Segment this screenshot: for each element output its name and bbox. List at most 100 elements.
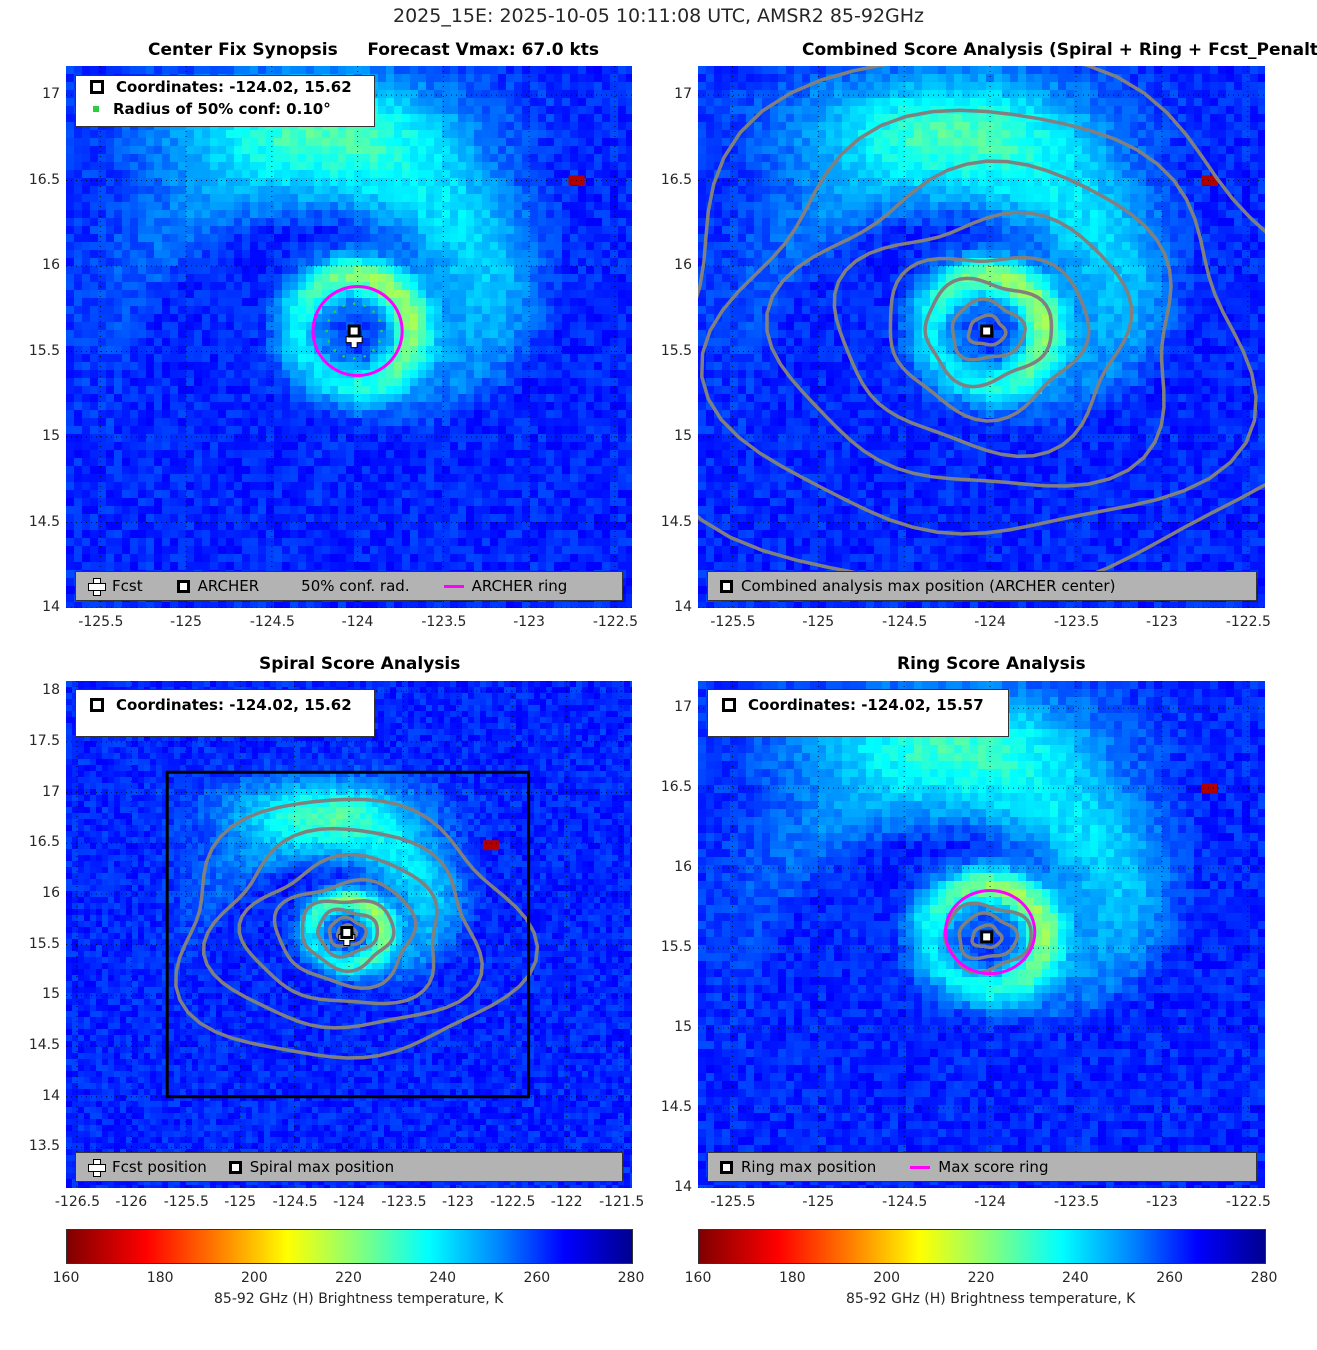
tb-cell [602,170,611,179]
tb-cell [90,234,99,243]
tb-cell [234,490,243,499]
tb-cell [170,186,179,195]
tb-cell [466,290,475,299]
tb-cell [82,546,91,555]
tb-cell [98,482,107,491]
tb-cell [546,98,555,107]
tb-cell [354,186,363,195]
tb-cell [706,146,715,155]
tb-cell [498,498,507,507]
tb-cell [210,266,219,275]
tb-cell [466,346,475,355]
tb-cell [322,562,331,571]
tb-cell [346,546,355,555]
tb-cell [618,210,627,219]
tb-cell [130,234,139,243]
tb-cell [578,122,587,131]
tb-cell [386,322,395,331]
tb-cell [306,154,315,163]
tb-cell [706,154,715,163]
tb-cell [146,66,155,75]
tb-cell [610,218,619,227]
tb-cell [90,314,99,323]
tb-cell [194,466,203,475]
tb-cell [618,122,627,131]
tb-cell [298,218,307,227]
tb-cell [106,234,115,243]
tb-cell [626,482,632,491]
tb-cell [562,386,571,395]
tb-cell [210,482,219,491]
tb-cell [562,426,571,435]
tb-cell [338,506,347,515]
tb-cell [330,138,339,147]
tb-cell [706,106,715,115]
tb-cell [290,554,299,563]
tb-cell [602,202,611,211]
tb-cell [426,354,435,363]
tb-cell [306,514,315,523]
tb-cell [498,138,507,147]
tb-cell [170,394,179,403]
tb-cell [170,338,179,347]
tb-cell [82,234,91,243]
tb-cell [250,66,259,75]
tb-cell [290,266,299,275]
tb-cell [554,530,563,539]
tb-cell [562,266,571,275]
tb-cell [490,362,499,371]
tb-cell [146,546,155,555]
tb-cell [610,178,619,187]
tb-cell [290,154,299,163]
tb-cell [202,354,211,363]
tb-cell [114,138,123,147]
tb-cell [394,546,403,555]
tb-cell [378,330,387,339]
tb-cell [178,362,187,371]
tb-cell [578,442,587,451]
tb-cell [602,418,611,427]
tb-cell [138,306,147,315]
tb-cell [306,290,315,299]
tb-cell [82,370,91,379]
tb-cell [506,322,515,331]
tb-cell [490,274,499,283]
tb-cell [626,146,632,155]
tb-cell [386,402,395,411]
tb-cell [410,314,419,323]
tb-cell [522,210,531,219]
tb-cell [434,346,443,355]
tb-cell [66,346,75,355]
tb-cell [514,370,523,379]
tb-cell [330,66,339,75]
tb-cell [98,378,107,387]
tb-cell [258,458,267,467]
tb-cell [66,266,75,275]
tb-cell [186,402,195,411]
tb-cell [578,530,587,539]
tb-cell [362,274,371,283]
tb-cell [234,282,243,291]
tb-cell [594,178,603,187]
tb-cell [610,250,619,259]
tb-cell [594,98,603,107]
tb-cell [530,234,539,243]
tb-cell [322,498,331,507]
tb-cell [282,338,291,347]
tb-cell [594,82,603,91]
tb-cell [562,538,571,547]
tb-cell [538,450,547,459]
tb-cell [706,354,715,363]
tb-cell [514,482,523,491]
tb-cell [242,554,251,563]
tb-cell [458,162,467,171]
tb-cell [426,258,435,267]
tb-cell [226,146,235,155]
tb-cell [322,426,331,435]
tb-cell [338,226,347,235]
tb-cell [698,498,707,507]
tb-cell [138,386,147,395]
tb-cell [258,562,267,571]
tb-cell [378,538,387,547]
tb-cell [314,530,323,539]
